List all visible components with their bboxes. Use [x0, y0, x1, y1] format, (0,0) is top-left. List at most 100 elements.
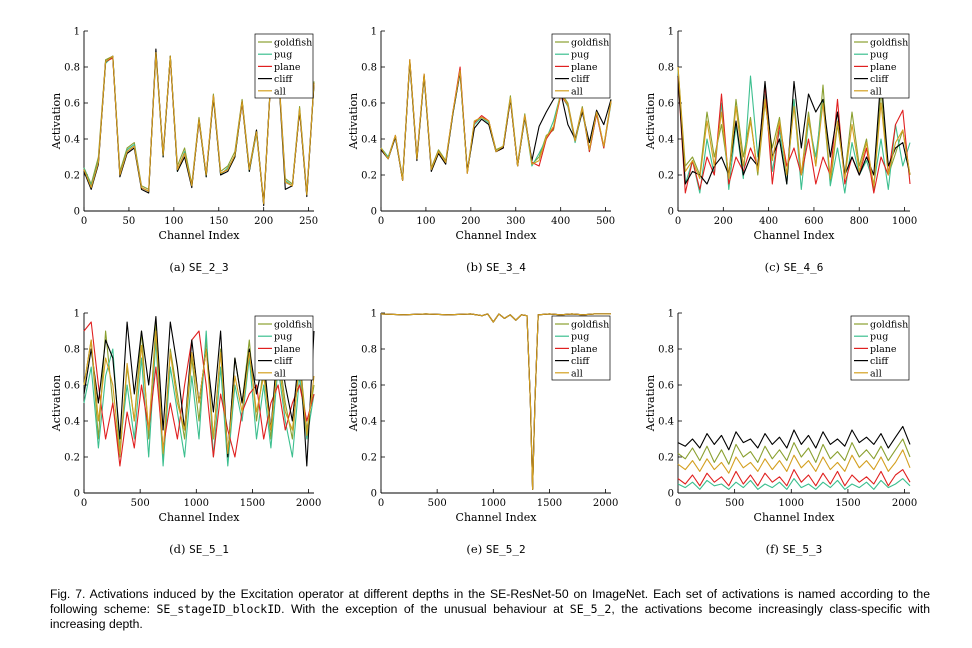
y-tick-label: 0.6: [658, 381, 674, 392]
subcaption: (d) SE_5_1: [169, 542, 229, 556]
legend-label-plane: plane: [571, 62, 598, 73]
x-tick-label: 150: [209, 216, 228, 227]
chart-panel-3: 0 0.2 0.4 0.6 0.8 1 0 200 400 600 800 1000 Channel I…: [644, 27, 917, 275]
x-tick-label: 200: [254, 216, 273, 227]
y-tick-label: 0.6: [361, 99, 377, 110]
x-tick-label: 1000: [481, 498, 506, 509]
y-tick-label: 0.6: [64, 381, 80, 392]
x-tick-label: 0: [81, 216, 87, 227]
y-tick-label: 0.2: [64, 171, 80, 182]
subcaption-letter: (d): [169, 542, 189, 556]
x-tick-label: 0: [675, 216, 681, 227]
subcaption-letter: (a): [169, 260, 189, 274]
series-line-pug: [677, 478, 911, 490]
subcaption: (c) SE_4_6: [765, 260, 824, 274]
x-axis-label: Channel Index: [456, 229, 538, 242]
y-tick-label: 0.2: [658, 171, 674, 182]
legend-label-goldfish: goldfish: [870, 320, 908, 331]
y-tick-label: 0.2: [361, 171, 377, 182]
subcaption: (a) SE_2_3: [169, 260, 228, 274]
y-tick-label: 1: [371, 27, 377, 38]
y-tick-label: 0: [74, 207, 80, 218]
x-axis-label: Channel Index: [159, 229, 241, 242]
y-tick-label: 0: [668, 489, 674, 500]
x-tick-label: 200: [714, 216, 733, 227]
legend-label-all: all: [870, 86, 882, 97]
legend-label-pug: pug: [571, 332, 589, 343]
x-tick-label: 2000: [892, 498, 917, 509]
x-tick-label: 400: [759, 216, 778, 227]
y-tick-label: 1: [74, 309, 80, 320]
legend-label-goldfish: goldfish: [571, 320, 609, 331]
legend-label-cliff: cliff: [274, 356, 293, 367]
chart-panel-4: 0 0.2 0.4 0.6 0.8 1 0 500 1000 1500 2000 Channel In…: [50, 309, 321, 557]
subcaption-name: SE_4_6: [784, 261, 824, 274]
legend-label-cliff: cliff: [571, 74, 590, 85]
subcaption-letter: (b): [466, 260, 486, 274]
y-tick-label: 1: [668, 27, 674, 38]
legend-label-plane: plane: [274, 344, 301, 355]
y-tick-label: 0.4: [658, 135, 674, 146]
series-line-all: [380, 313, 611, 490]
y-axis-label: Activation: [644, 375, 657, 432]
x-tick-label: 300: [506, 216, 525, 227]
y-tick-label: 0.2: [64, 453, 80, 464]
subcaption-name: SE_5_2: [486, 543, 526, 556]
series-line-cliff: [677, 425, 911, 451]
y-tick-label: 0.6: [658, 99, 674, 110]
y-tick-label: 0.2: [361, 453, 377, 464]
x-axis-label: Channel Index: [754, 229, 836, 242]
legend-label-pug: pug: [571, 50, 589, 61]
legend-label-all: all: [870, 368, 882, 379]
caption-text-2: . With the exception of the unusual beha…: [281, 602, 564, 616]
x-axis-label: Channel Index: [456, 511, 538, 524]
y-tick-label: 1: [74, 27, 80, 38]
caption-exception: SE_5_2: [569, 602, 612, 616]
y-tick-label: 0: [74, 489, 80, 500]
x-tick-label: 200: [461, 216, 480, 227]
chart-panel-5: 0 0.2 0.4 0.6 0.8 1 0 500 1000 1500 2000 Channel In…: [347, 309, 618, 557]
legend-label-plane: plane: [571, 344, 598, 355]
y-tick-label: 0.6: [64, 99, 80, 110]
y-axis-label: Activation: [347, 375, 360, 432]
y-tick-label: 0.4: [64, 135, 80, 146]
x-axis-label: Channel Index: [159, 511, 241, 524]
subcaption-letter: (f): [766, 542, 783, 556]
series-line-plane: [83, 321, 315, 467]
caption-text-3: , the activations become increasingly cl…: [50, 602, 930, 631]
legend-label-goldfish: goldfish: [274, 320, 312, 331]
caption-text-1: Activations induced by the Excitation op…: [50, 587, 930, 616]
legend-label-cliff: cliff: [274, 74, 293, 85]
x-tick-label: 800: [850, 216, 869, 227]
x-tick-label: 1500: [835, 498, 860, 509]
legend-label-pug: pug: [870, 50, 888, 61]
x-tick-label: 250: [299, 216, 318, 227]
y-tick-label: 0.4: [361, 135, 377, 146]
caption-scheme: SE_stageID_blockID: [156, 602, 282, 616]
x-tick-label: 0: [81, 498, 87, 509]
legend-label-plane: plane: [274, 62, 301, 73]
legend-label-cliff: cliff: [870, 74, 889, 85]
subcaption-name: SE_5_1: [189, 543, 229, 556]
legend-label-all: all: [274, 86, 286, 97]
y-tick-label: 0.8: [64, 345, 80, 356]
x-tick-label: 600: [804, 216, 823, 227]
x-tick-label: 1000: [779, 498, 804, 509]
x-tick-label: 0: [378, 498, 384, 509]
subcaption-name: SE_5_3: [783, 543, 823, 556]
subcaption: (e) SE_5_2: [466, 542, 525, 556]
y-tick-label: 0: [668, 207, 674, 218]
legend-label-pug: pug: [274, 332, 292, 343]
legend-label-goldfish: goldfish: [274, 38, 312, 49]
x-tick-label: 1000: [892, 216, 917, 227]
x-axis-label: Channel Index: [754, 511, 836, 524]
x-tick-label: 100: [416, 216, 435, 227]
legend-label-plane: plane: [870, 62, 897, 73]
